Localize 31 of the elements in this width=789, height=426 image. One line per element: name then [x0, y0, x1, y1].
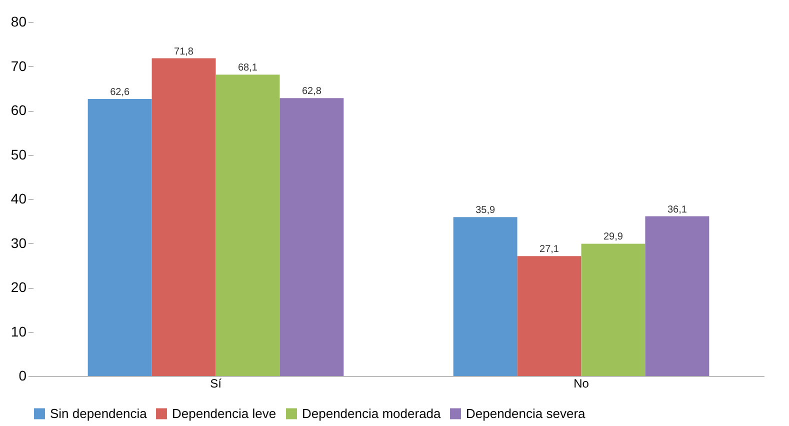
data-label: 62,8: [302, 86, 322, 98]
bar: [88, 98, 152, 376]
data-label: 36,1: [667, 204, 688, 216]
x-tick-label: No: [574, 376, 590, 390]
x-tick-label: Sí: [210, 376, 222, 390]
y-tick-label: 70: [10, 58, 27, 74]
bar: [280, 98, 344, 376]
data-label: 35,9: [476, 205, 496, 216]
bar: [453, 217, 518, 376]
legend-label: Dependencia moderada: [302, 406, 442, 421]
legend-label: Dependencia severa: [466, 406, 586, 421]
y-tick-label: 40: [10, 190, 27, 206]
y-tick-label: 50: [10, 146, 27, 162]
bar: [645, 216, 710, 376]
y-tick-label: 0: [18, 368, 27, 384]
y-tick-label: 30: [10, 234, 27, 251]
bar: [216, 74, 280, 376]
data-label: 71,8: [174, 46, 194, 58]
y-tick-label: 10: [10, 323, 27, 340]
legend-label: Dependencia leve: [172, 406, 276, 421]
bar: [581, 244, 646, 376]
y-tick-label: 80: [10, 14, 27, 30]
data-label: 62,6: [110, 86, 130, 98]
y-tick-label: 20: [10, 279, 27, 295]
legend-label: Sin dependencia: [50, 406, 148, 421]
bar: [517, 256, 582, 376]
data-label: 29,9: [603, 232, 624, 243]
data-label: 68,1: [238, 62, 258, 74]
y-tick-label: 60: [10, 102, 27, 118]
data-label: 27,1: [540, 244, 560, 256]
bar: [152, 58, 216, 376]
